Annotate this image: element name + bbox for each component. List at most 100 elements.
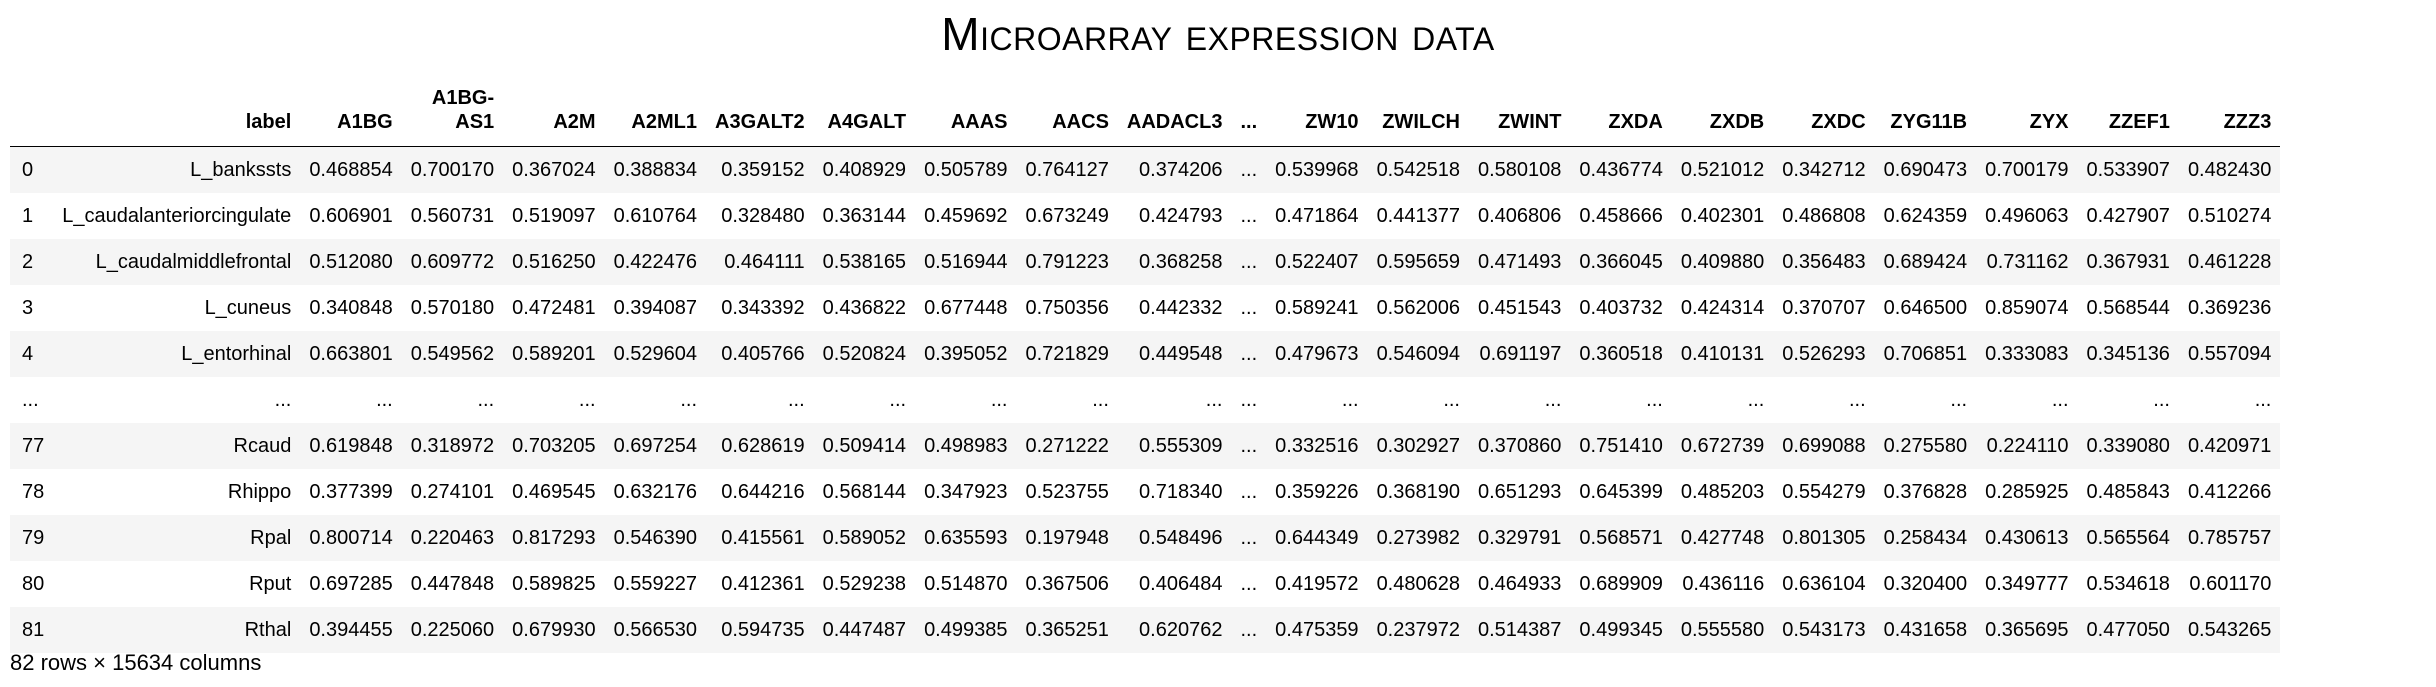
table-cell: 0.258434	[1883, 527, 1968, 549]
table-cell: ...	[2051, 389, 2069, 411]
table-cell: 0.645399	[1579, 481, 1663, 503]
table-cell: 0.363144	[822, 205, 907, 227]
table-cell: ...	[477, 389, 495, 411]
table-cell: 0.374206	[1139, 159, 1223, 181]
table-cell: 0.700170	[410, 159, 495, 181]
column-header: A2M	[503, 80, 605, 147]
table-cell: 0.318972	[410, 435, 495, 457]
table-cell: 0.751410	[1579, 435, 1663, 457]
table-cell: 0.589201	[512, 343, 596, 365]
table-cell: ...	[1205, 389, 1223, 411]
table-cell: 0.646500	[1883, 297, 1968, 319]
table-cell: 0.472481	[512, 297, 596, 319]
table-cell: 0.499345	[1579, 619, 1663, 641]
column-header: A3GALT2	[706, 80, 814, 147]
row-index: 80	[22, 573, 45, 595]
table-cell: 0.459692	[924, 205, 1008, 227]
table-cell: 0.368190	[1376, 481, 1460, 503]
table-cell: 0.538165	[822, 251, 907, 273]
table-row: 2 L_caudalmiddlefrontal 0.512080 0.609772 0.…	[10, 239, 2281, 285]
table-cell: ...	[787, 389, 805, 411]
table-cell: 0.673249	[1025, 205, 1109, 227]
table-cell: 0.691197	[1479, 343, 1562, 365]
column-header: ZZZ3	[2178, 80, 2281, 147]
table-cell: 0.791223	[1025, 251, 1109, 273]
table-cell: 0.468854	[309, 159, 393, 181]
table-cell: 0.479673	[1275, 343, 1359, 365]
table-cell: 0.520824	[822, 343, 907, 365]
dataframe-table: label A1BG A1BG-AS1 A2M A2ML1 A3GALT2 A4GALT AA…	[10, 80, 2281, 653]
dataframe-table-container: label A1BG A1BG-AS1 A2M A2ML1 A3GALT2 A4GALT AA…	[10, 80, 2281, 653]
table-cell: 0.624359	[1883, 205, 1968, 227]
row-label-cell: L_entorhinal	[181, 343, 292, 365]
table-header: label A1BG A1BG-AS1 A2M A2ML1 A3GALT2 A4GALT AA…	[10, 80, 2281, 147]
column-header: ZYG11B	[1874, 80, 1977, 147]
table-shape-note: 82 rows × 15634 columns	[10, 650, 262, 675]
column-header: ZWILCH	[1367, 80, 1469, 147]
table-cell: 0.367931	[2086, 251, 2170, 273]
table-cell: 0.220463	[410, 527, 495, 549]
table-cell: 0.412266	[2187, 481, 2272, 503]
table-cell: 0.521012	[1680, 159, 1765, 181]
row-index: 3	[22, 297, 34, 319]
table-cell: 0.329791	[1477, 527, 1562, 549]
table-cell: 0.514870	[924, 573, 1008, 595]
table-cell: ...	[1240, 619, 1258, 641]
table-cell: 0.431658	[1883, 619, 1968, 641]
table-cell: 0.555309	[1139, 435, 1223, 457]
table-cell: 0.689424	[1883, 251, 1968, 273]
table-cell: 0.436822	[822, 297, 907, 319]
table-cell: 0.406484	[1139, 573, 1223, 595]
table-cell: 0.345136	[2086, 343, 2170, 365]
table-row: 81 Rthal 0.394455 0.225060 0.679930 0.566530 0…	[10, 607, 2281, 653]
table-cell: ...	[1240, 343, 1258, 365]
table-cell: 0.651293	[1477, 481, 1562, 503]
table-cell: 0.570180	[410, 297, 495, 319]
table-cell: ...	[1240, 251, 1258, 273]
table-cell: 0.369236	[2187, 297, 2272, 319]
table-cell: 0.557094	[2187, 343, 2272, 365]
table-cell: 0.415561	[721, 527, 805, 549]
table-cell: 0.461228	[2187, 251, 2272, 273]
table-cell: 0.424793	[1139, 205, 1223, 227]
row-index: 1	[22, 205, 34, 227]
table-cell: 0.499385	[924, 619, 1008, 641]
table-cell: ...	[1240, 481, 1258, 503]
table-cell: 0.475359	[1275, 619, 1359, 641]
column-header: ...	[1231, 80, 1267, 147]
table-cell: 0.486808	[1782, 205, 1866, 227]
table-cell: 0.635593	[924, 527, 1008, 549]
row-label-cell: L_caudalanteriorcingulate	[62, 205, 292, 227]
table-cell: 0.817293	[512, 527, 596, 549]
row-index: ...	[22, 389, 39, 411]
table-cell: 0.464111	[724, 251, 805, 273]
table-cell: 0.546094	[1376, 343, 1460, 365]
table-cell: 0.427907	[2086, 205, 2170, 227]
table-cell: 0.285925	[1985, 481, 2069, 503]
table-cell: 0.700179	[1985, 159, 2069, 181]
table-row: 4 L_entorhinal 0.663801 0.549562 0.589201 0.5…	[10, 331, 2281, 377]
table-cell: 0.619848	[309, 435, 393, 457]
table-cell: 0.801305	[1782, 527, 1866, 549]
table-cell: 0.224110	[1986, 435, 2069, 457]
table-cell: 0.529604	[613, 343, 697, 365]
table-cell: 0.485203	[1680, 481, 1765, 503]
table-cell: 0.549562	[410, 343, 495, 365]
table-cell: 0.800714	[309, 527, 393, 549]
table-cell: 0.477050	[2086, 619, 2170, 641]
table-cell: 0.555580	[1680, 619, 1765, 641]
table-cell: 0.568571	[1579, 527, 1663, 549]
table-cell: 0.663801	[309, 343, 393, 365]
table-cell: 0.356483	[1782, 251, 1866, 273]
table-cell: 0.672739	[1680, 435, 1765, 457]
table-cell: 0.589241	[1275, 297, 1359, 319]
table-row: 1 L_caudalanteriorcingulate 0.606901 0.5607…	[10, 193, 2281, 239]
table-cell: ...	[1950, 389, 1968, 411]
table-cell: 0.644216	[721, 481, 805, 503]
table-cell: ...	[990, 389, 1008, 411]
table-cell: 0.424314	[1680, 297, 1765, 319]
table-cell: ...	[1240, 527, 1258, 549]
table-cell: 0.706851	[1883, 343, 1968, 365]
table-cell: 0.505789	[924, 159, 1008, 181]
table-cell: 0.510274	[2187, 205, 2272, 227]
